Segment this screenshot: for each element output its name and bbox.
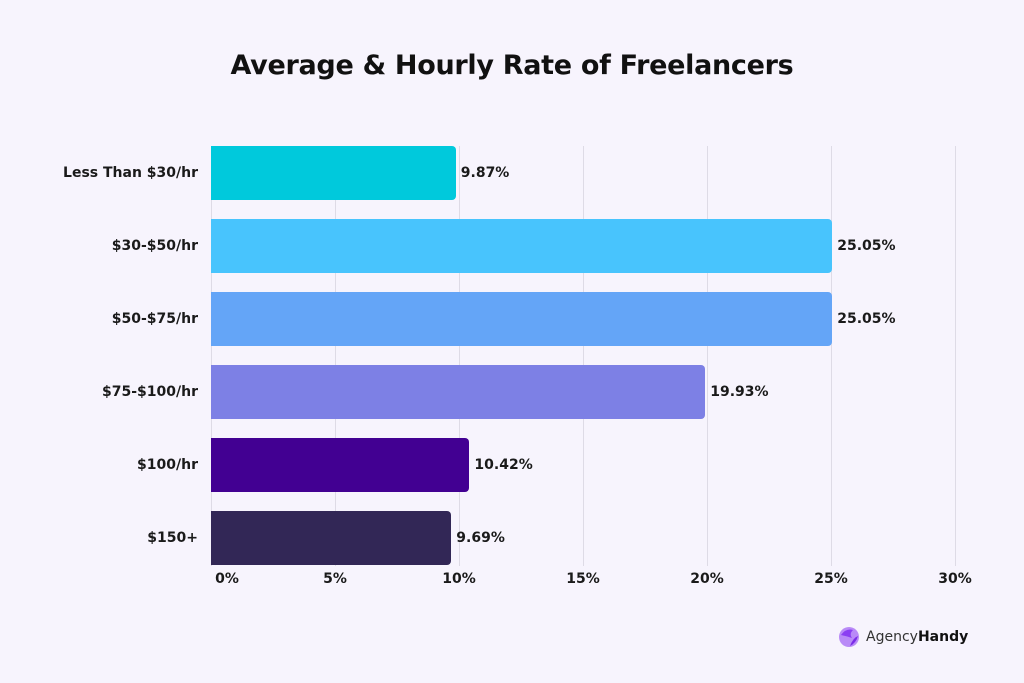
gridline [707, 146, 708, 566]
gridline [583, 146, 584, 566]
gridline [211, 146, 212, 566]
bar [211, 219, 833, 273]
agencyhandy-logo-icon [839, 627, 859, 647]
bar-value-label: 9.87% [460, 165, 510, 181]
category-label: $30-$50/hr [111, 238, 198, 254]
gridline [335, 146, 336, 566]
category-label: $50-$75/hr [111, 311, 198, 327]
bar [211, 146, 456, 200]
x-tick-label: 20% [690, 571, 724, 587]
bar [211, 292, 833, 346]
bar-value-label: 19.93% [710, 384, 769, 400]
gridline [955, 146, 956, 566]
category-label: $100/hr [137, 457, 198, 473]
plot-area: 9.87% 25.05% 25.05% 19.93% 10.42% 9.69% [211, 146, 956, 566]
bar [211, 365, 706, 419]
bar-value-label: 25.05% [837, 311, 896, 327]
category-label: $75-$100/hr [102, 384, 198, 400]
brand-logo: AgencyHandy [838, 626, 968, 648]
category-label: Less Than $30/hr [63, 165, 198, 181]
bar-value-label: 25.05% [837, 238, 896, 254]
brand-name: AgencyHandy [866, 629, 969, 645]
bar-value-label: 9.69% [456, 530, 505, 546]
x-tick-label: 30% [938, 571, 972, 587]
bar [211, 438, 470, 492]
gridline [459, 146, 460, 566]
x-tick-label: 0% [215, 571, 239, 587]
chart-title: Average & Hourly Rate of Freelancers [230, 50, 794, 81]
x-tick-label: 15% [566, 571, 600, 587]
bar [211, 511, 452, 565]
x-tick-label: 10% [442, 571, 476, 587]
gridline [831, 146, 832, 566]
x-tick-label: 5% [323, 571, 347, 587]
category-label: $150+ [147, 530, 198, 546]
bar-value-label: 10.42% [474, 457, 533, 473]
x-tick-label: 25% [814, 571, 848, 587]
